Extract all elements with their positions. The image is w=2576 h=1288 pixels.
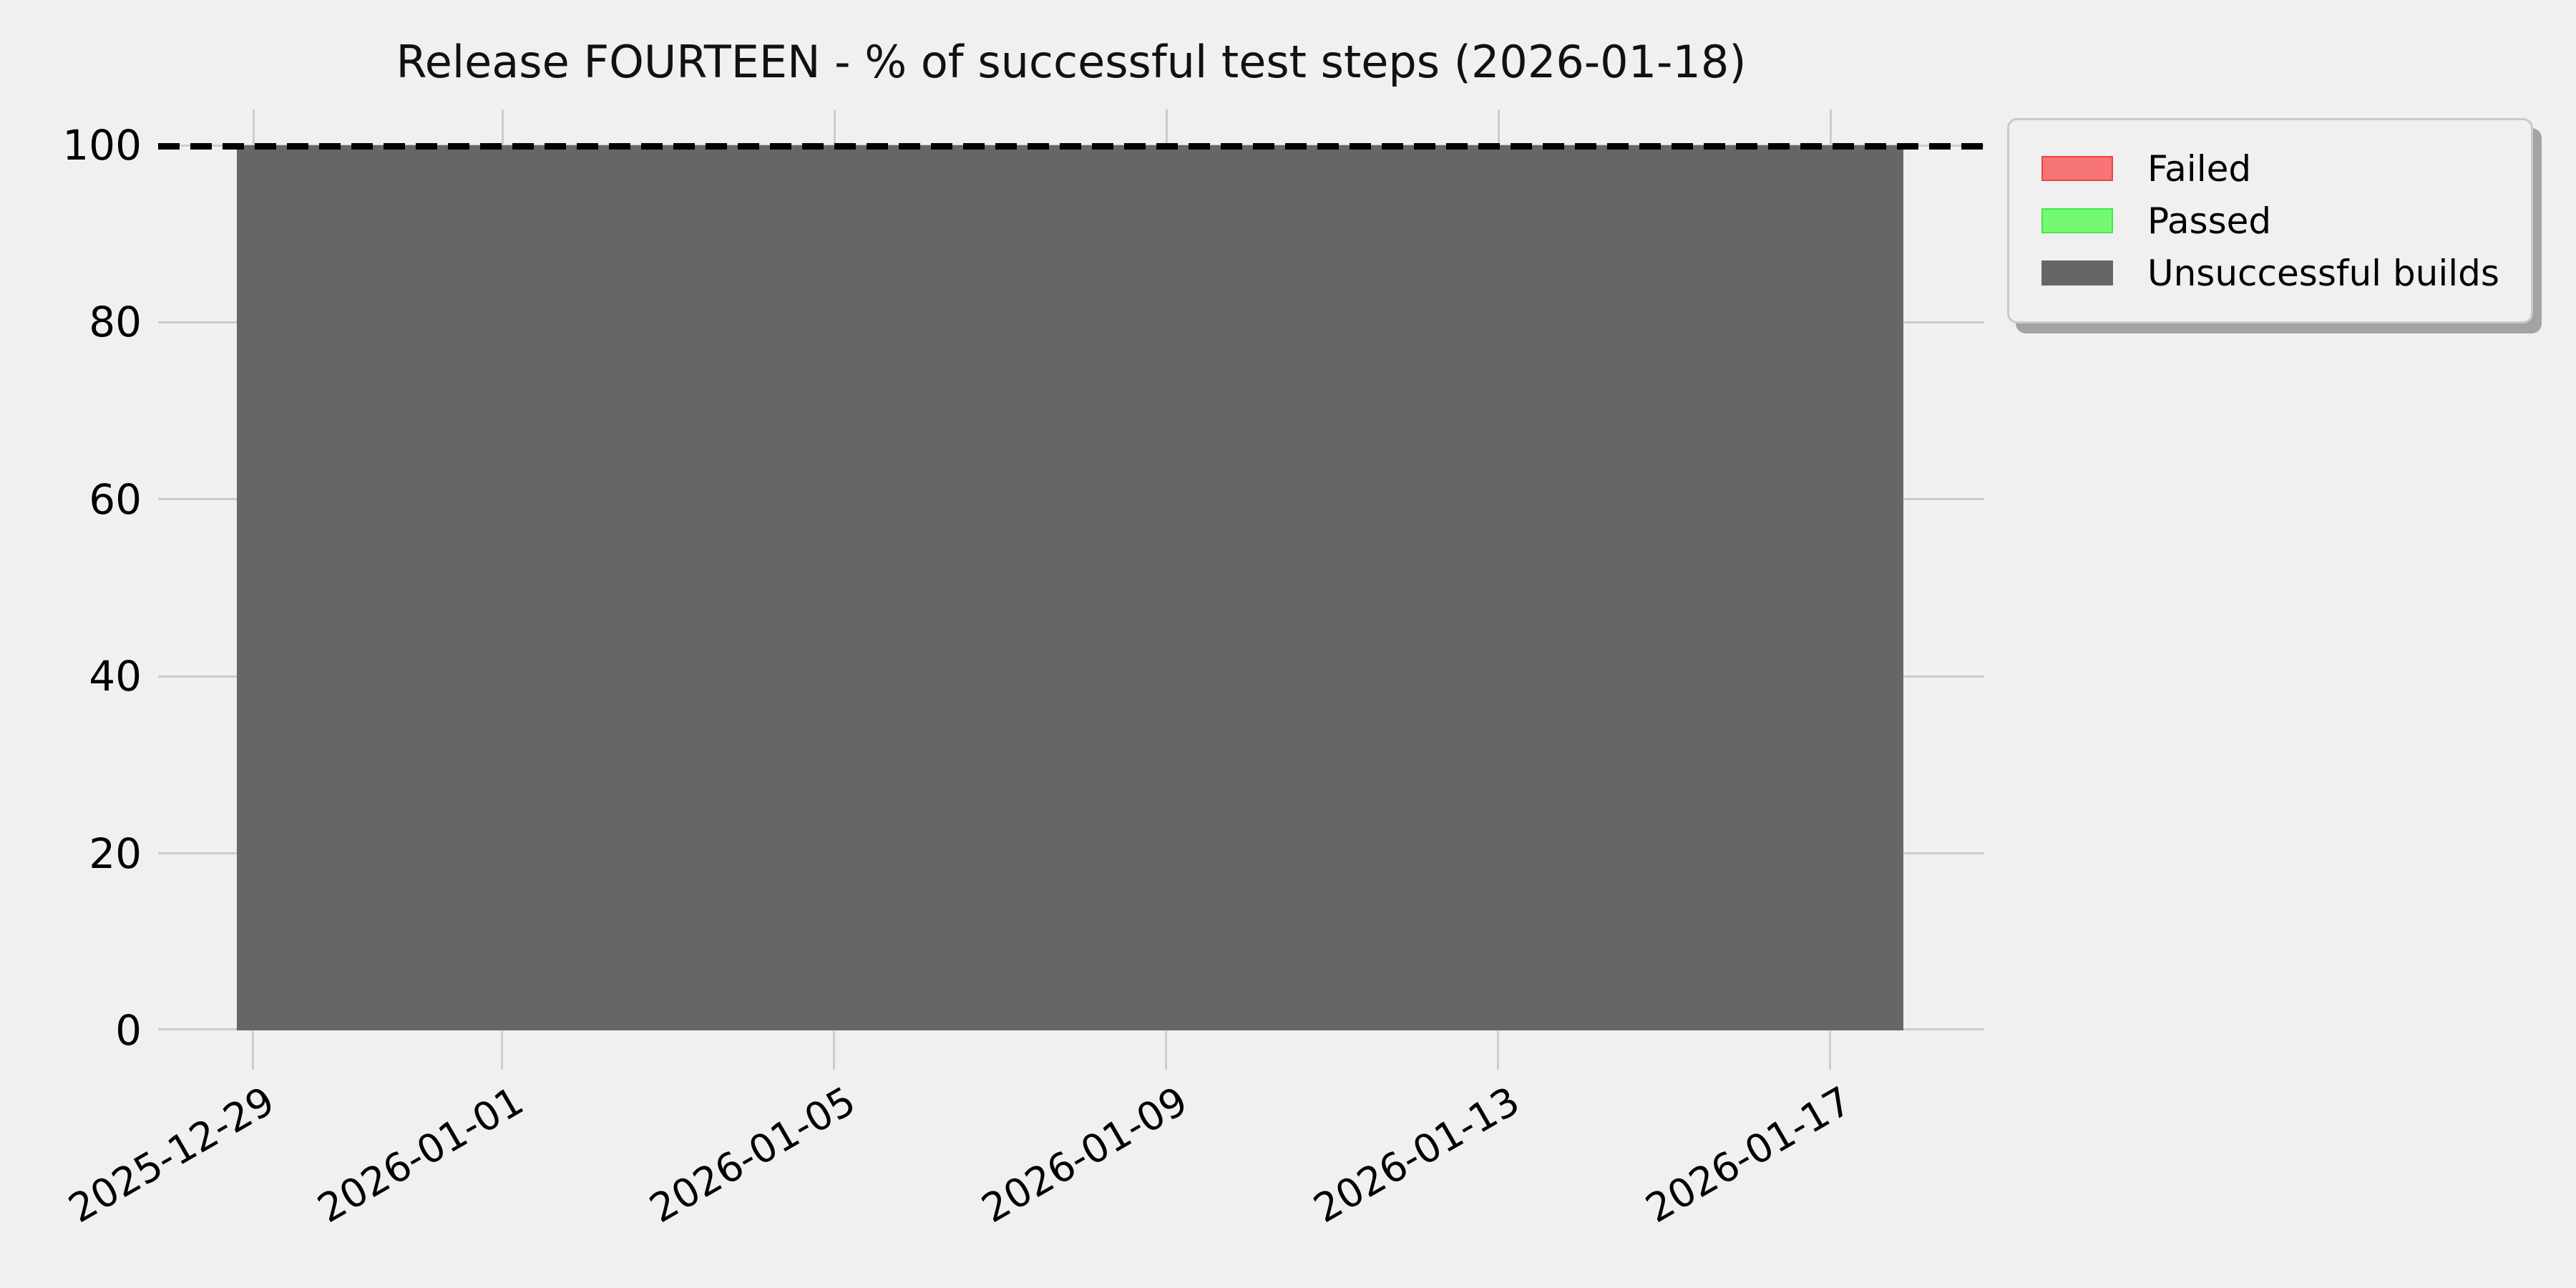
y-tick-label: 60: [89, 475, 142, 524]
x-tick-mark: [1165, 1031, 1167, 1070]
legend-label-passed: Passed: [2147, 200, 2272, 242]
y-tick-label: 20: [89, 829, 142, 878]
target-line-100: [158, 143, 1984, 150]
x-tick-label: 2026-01-13: [1306, 1078, 1527, 1232]
x-tick-mark: [252, 1031, 254, 1070]
x-tick-label: 2026-01-17: [1638, 1078, 1859, 1232]
failed-swatch: [2041, 156, 2113, 181]
x-tick-mark: [1497, 1031, 1499, 1070]
x-tick-label: 2025-12-29: [61, 1078, 282, 1232]
legend-row-passed: Passed: [2041, 195, 2531, 247]
x-tick-mark: [501, 1031, 503, 1070]
y-tick-label: 0: [115, 1006, 142, 1055]
y-tick-label: 80: [89, 298, 142, 346]
x-tick-mark: [833, 1031, 835, 1070]
x-tick-label: 2026-01-01: [310, 1078, 531, 1232]
plot-area: [158, 109, 1984, 1030]
passed-swatch: [2041, 208, 2113, 233]
y-tick-label: 100: [62, 121, 142, 170]
x-tick-mark: [1829, 1031, 1831, 1070]
chart-title: Release FOURTEEN - % of successful test …: [396, 36, 1747, 88]
x-tick-label: 2026-01-05: [642, 1078, 863, 1232]
unsuccessful-builds-area: [237, 145, 1903, 1030]
unsuccessful-builds-swatch: [2041, 260, 2113, 286]
legend-label-unsuccessful-builds: Unsuccessful builds: [2147, 252, 2499, 294]
legend-row-unsuccessful-builds: Unsuccessful builds: [2041, 247, 2531, 299]
legend-row-failed: Failed: [2041, 142, 2531, 195]
legend: Failed Passed Unsuccessful builds: [2007, 118, 2533, 323]
legend-label-failed: Failed: [2147, 147, 2252, 190]
y-tick-label: 40: [89, 652, 142, 701]
x-tick-label: 2026-01-09: [974, 1078, 1195, 1232]
